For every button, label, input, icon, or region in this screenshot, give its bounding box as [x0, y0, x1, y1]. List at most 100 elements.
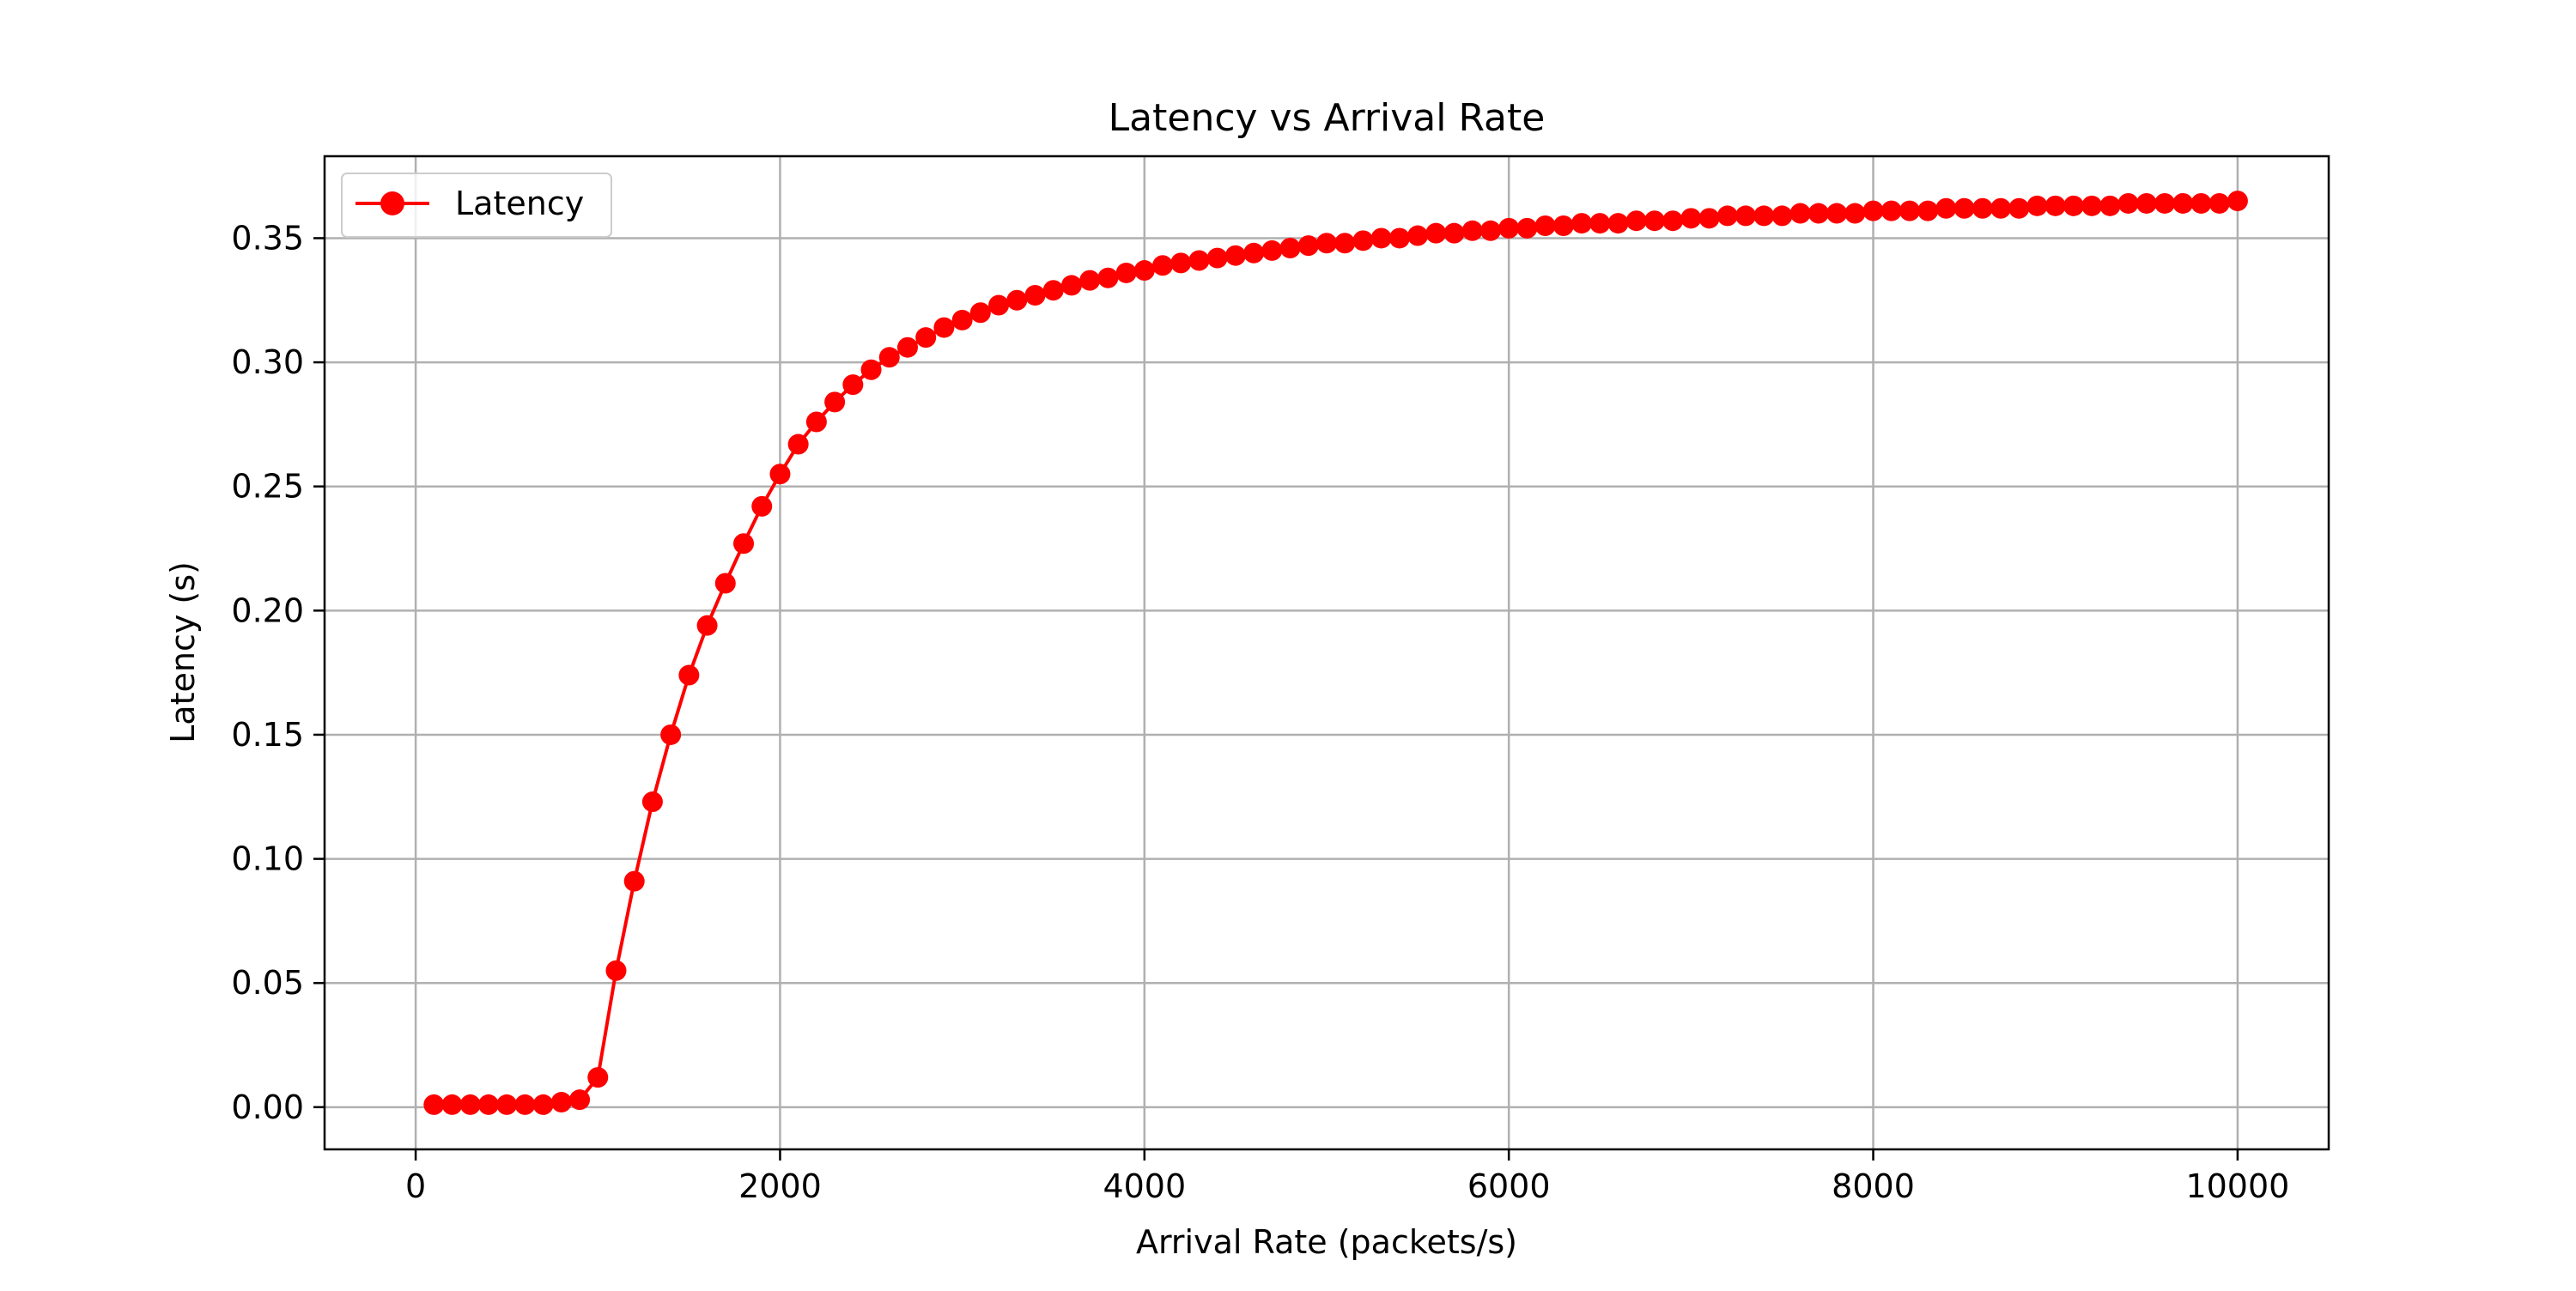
data-point [896, 336, 918, 358]
data-point [842, 374, 864, 396]
x-tick-label: 10000 [2185, 1167, 2289, 1205]
data-point [696, 615, 718, 636]
data-point [1589, 213, 1611, 234]
data-point [1079, 270, 1101, 291]
x-tick-label: 2000 [738, 1167, 822, 1205]
data-point [1807, 203, 1829, 224]
data-point [1716, 205, 1738, 227]
data-point [1643, 210, 1665, 232]
data-point [1735, 205, 1757, 227]
data-point [2117, 192, 2139, 214]
data-point [1188, 250, 1210, 271]
data-point [733, 533, 755, 555]
data-point [2026, 195, 2048, 216]
x-tick-label: 6000 [1467, 1167, 1551, 1205]
y-tick-label: 0.00 [231, 1088, 304, 1126]
y-tick-label: 0.35 [231, 219, 304, 257]
y-tick-label: 0.10 [231, 840, 304, 878]
data-point [423, 1094, 445, 1115]
data-point [1844, 203, 1866, 224]
y-tick-label: 0.05 [231, 964, 304, 1002]
y-tick-label: 0.20 [231, 591, 304, 629]
data-point [805, 411, 827, 433]
y-tick-label: 0.25 [231, 468, 304, 506]
data-point [1461, 220, 1483, 241]
data-point [1316, 233, 1337, 254]
data-point [1698, 208, 1720, 229]
x-tick-label: 0 [405, 1167, 426, 1205]
data-point [714, 573, 736, 594]
data-point [1152, 255, 1174, 276]
data-point [1935, 197, 1957, 219]
x-tick-label: 4000 [1103, 1167, 1186, 1205]
data-point [1534, 215, 1556, 236]
data-point [933, 317, 955, 338]
data-point [1206, 247, 1228, 269]
data-point [459, 1094, 481, 1115]
data-point [1170, 252, 1192, 274]
data-point [1133, 260, 1155, 282]
data-point [2136, 192, 2157, 214]
data-point [1607, 213, 1629, 234]
data-point [787, 433, 809, 455]
series-layer [423, 191, 2248, 1115]
data-point [1826, 203, 1848, 224]
data-point [1042, 280, 1064, 301]
data-point [1625, 210, 1647, 232]
data-point [1771, 205, 1793, 227]
legend: Latency [341, 173, 612, 238]
tick-layer: 0 2000 4000 6000 8000 10000 0.00 0.05 0.10 0.15 0.… [231, 219, 2289, 1205]
legend-label: Latency [455, 185, 584, 222]
data-point [1899, 200, 1920, 221]
data-point [1334, 233, 1356, 254]
x-axis-label: Arrival Rate (packets/s) [1136, 1223, 1517, 1261]
data-point [1370, 227, 1392, 249]
data-point [2190, 192, 2212, 214]
data-point [1880, 200, 1902, 221]
data-point [1862, 200, 1884, 221]
data-point [660, 724, 682, 745]
data-point [1789, 203, 1811, 224]
data-point [1443, 222, 1465, 244]
data-point [2008, 197, 2030, 219]
data-point [532, 1094, 554, 1115]
data-point [550, 1092, 572, 1113]
data-point [1680, 208, 1702, 229]
data-point [1425, 222, 1447, 244]
data-point [1060, 275, 1082, 296]
data-point [1279, 238, 1301, 259]
data-point [1516, 217, 1538, 239]
data-point [988, 294, 1010, 316]
data-point [1352, 230, 1374, 252]
data-point [1953, 197, 1975, 219]
data-point [1753, 205, 1775, 227]
data-point [1479, 220, 1501, 241]
data-point [605, 960, 627, 981]
data-point [1388, 227, 1410, 249]
data-point [623, 870, 645, 892]
data-point [2154, 192, 2176, 214]
data-point [496, 1094, 518, 1115]
data-point [1571, 213, 1593, 234]
data-point [1006, 289, 1028, 311]
data-point [1552, 215, 1574, 236]
data-point [1024, 284, 1046, 306]
y-axis-label: Latency (s) [164, 561, 202, 743]
data-point [1662, 210, 1684, 232]
data-point [441, 1094, 463, 1115]
plot-frame [323, 155, 2330, 1151]
y-tick-label: 0.30 [231, 343, 304, 381]
data-point [1498, 217, 1520, 239]
data-point [641, 791, 663, 813]
data-point [1097, 267, 1119, 288]
data-point [969, 302, 991, 324]
data-point [878, 347, 900, 368]
data-point [1917, 200, 1939, 221]
data-point [2063, 195, 2084, 216]
data-point [514, 1094, 536, 1115]
data-point [2081, 195, 2103, 216]
data-point [1224, 245, 1246, 266]
data-point [1115, 262, 1137, 283]
